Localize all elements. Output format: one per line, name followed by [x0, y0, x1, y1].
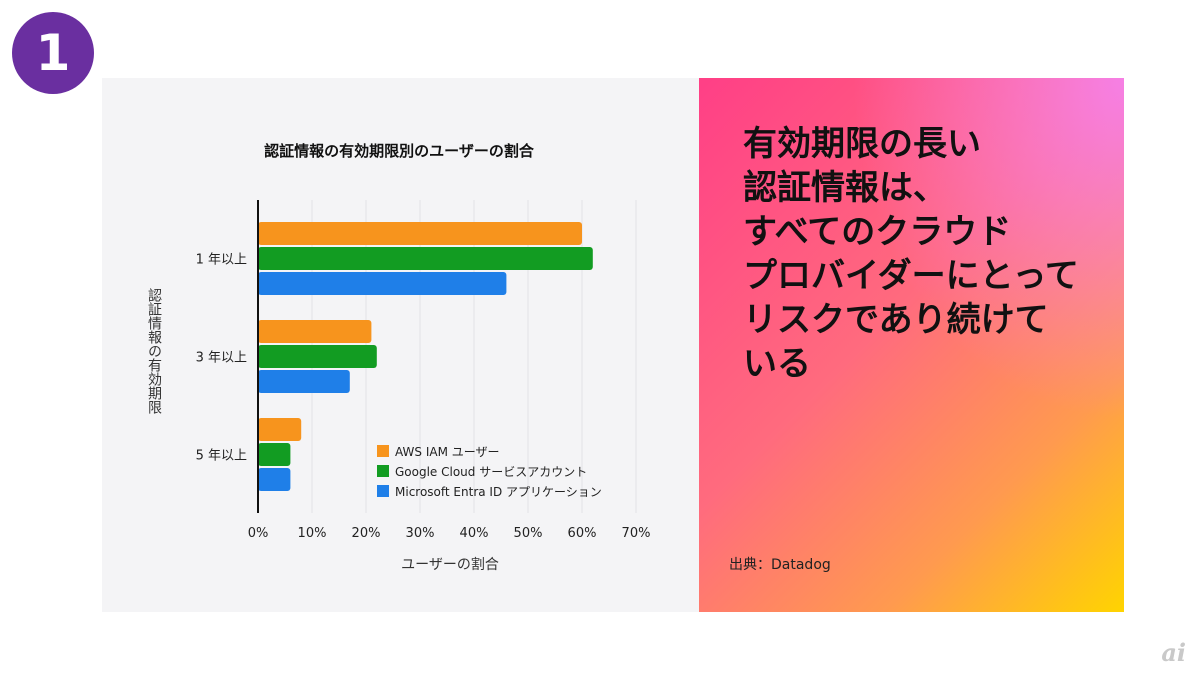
x-axis-label: ユーザーの割合: [401, 556, 499, 573]
site-logo-watermark: ai: [1161, 638, 1186, 667]
x-tick-label: 50%: [514, 526, 543, 541]
x-tick-label: 70%: [622, 526, 651, 541]
y-tick-labels: 1 年以上 3 年以上 5 年以上: [196, 253, 247, 464]
headline-line: 有効期限の長い: [743, 124, 981, 164]
bar: [258, 370, 350, 393]
y-tick-label: 5 年以上: [196, 449, 247, 464]
headline-line: プロバイダーにとって: [743, 256, 1079, 296]
bar: [258, 468, 291, 491]
y-tick-label: 1 年以上: [196, 253, 247, 268]
x-tick-label: 40%: [460, 526, 489, 541]
bar: [258, 320, 372, 343]
x-tick-label: 0%: [248, 526, 269, 541]
x-tick-label: 20%: [352, 526, 381, 541]
x-tick-label: 60%: [568, 526, 597, 541]
source-credit: 出典：Datadog: [729, 557, 831, 573]
headline-line: すべてのクラウド: [743, 212, 1012, 252]
headline-line: いる: [743, 344, 811, 384]
legend-label: Microsoft Entra ID アプリケーション: [395, 485, 602, 499]
legend-swatch: [377, 465, 389, 477]
step-number-badge: 1: [12, 12, 94, 94]
legend: AWS IAM ユーザー Google Cloud サービスアカウント Micros…: [377, 445, 602, 499]
x-tick-label: 30%: [406, 526, 435, 541]
bar: [258, 418, 302, 441]
headline: 有効期限の長い 認証情報は、 すべてのクラウド プロバイダーにとって リスクであり続けて…: [743, 122, 1113, 386]
chart-title: 認証情報の有効期限別のユーザーの割合: [264, 142, 535, 160]
bar: [258, 443, 291, 466]
legend-swatch: [377, 445, 389, 457]
bars: [258, 222, 593, 491]
bar: [258, 222, 582, 245]
bar: [258, 272, 507, 295]
headline-line: リスクであり続けて: [743, 300, 1049, 340]
legend-swatch: [377, 485, 389, 497]
bar-chart: 認証情報の有効期限別のユーザーの割合 1 年以上 3 年以上 5 年以上 0% 10%…: [146, 142, 651, 573]
headline-line: 認証情報は、: [743, 168, 947, 208]
y-axis-label: 認証情報の有効期限: [146, 288, 162, 414]
x-tick-labels: 0% 10% 20% 30% 40% 50% 60% 70%: [248, 526, 651, 541]
headline-panel: 有効期限の長い 認証情報は、 すべてのクラウド プロバイダーにとって リスクであり続けて…: [699, 78, 1124, 612]
bar: [258, 345, 377, 368]
chart-panel: 認証情報の有効期限別のユーザーの割合 1 年以上 3 年以上 5 年以上 0% 10%…: [102, 78, 699, 612]
bar: [258, 247, 593, 270]
legend-label: AWS IAM ユーザー: [395, 445, 500, 459]
legend-label: Google Cloud サービスアカウント: [395, 465, 587, 479]
y-tick-label: 3 年以上: [196, 351, 247, 366]
x-tick-label: 10%: [298, 526, 327, 541]
